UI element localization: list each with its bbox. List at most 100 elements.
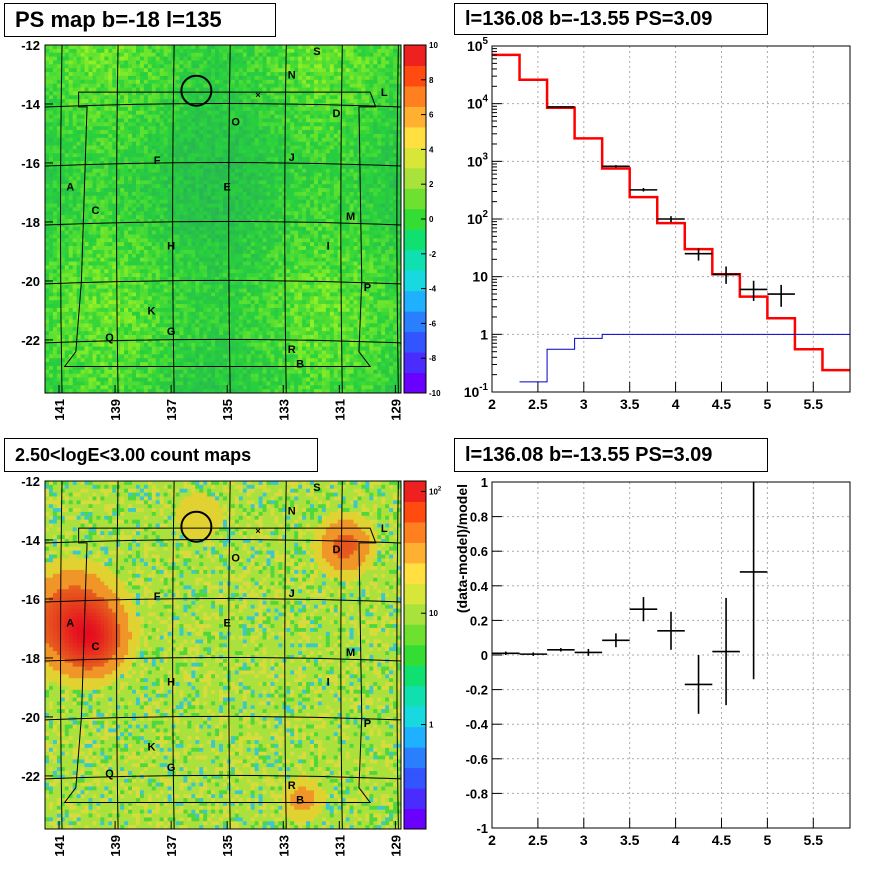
- longitude-line: [340, 44, 343, 394]
- x-tick-label: 129: [388, 399, 403, 421]
- colorbar-tick-label: -2: [429, 250, 437, 259]
- x-tick-label: 2: [488, 396, 496, 412]
- x-tick-label: 131: [332, 835, 347, 857]
- y-tick-label: 0.2: [470, 613, 488, 628]
- longitude-line: [116, 44, 119, 394]
- colorbar-tick-label: -8: [429, 354, 437, 363]
- spectrum-title: l=136.08 b=-13.55 PS=3.09: [454, 3, 768, 35]
- data-point: [739, 280, 768, 301]
- source-label-I: I: [327, 677, 330, 689]
- residual-point: [657, 611, 685, 650]
- colorbar-tick-label: 8: [429, 76, 434, 85]
- y-tick-label: -20: [21, 274, 40, 289]
- source-label-K: K: [148, 741, 156, 753]
- residual-frame: [491, 481, 851, 829]
- source-label-L: L: [381, 523, 388, 535]
- colorbar-segment: [404, 624, 426, 646]
- source-label-J: J: [289, 588, 295, 600]
- colorbar-tick-label: 1: [429, 721, 434, 730]
- source-label-E: E: [224, 618, 231, 630]
- source-circle: [180, 74, 213, 107]
- colorbar-tick-label: 102: [429, 486, 442, 496]
- data-point: [657, 216, 685, 223]
- source-label-A: A: [66, 182, 74, 194]
- colorbar-segment: [404, 188, 426, 210]
- source-label-C: C: [91, 205, 99, 217]
- colorbar-tick-label: -4: [429, 285, 437, 294]
- residual-point: [519, 652, 548, 656]
- residual-point: [492, 651, 520, 655]
- data-point: [712, 266, 740, 284]
- colorbar-segment: [404, 542, 426, 564]
- y-tick-label: 1: [480, 326, 488, 342]
- source-label-E: E: [224, 182, 231, 194]
- colorbar-segment: [404, 583, 426, 605]
- residual-title: l=136.08 b=-13.55 PS=3.09: [454, 438, 768, 472]
- source-cross: ×: [255, 90, 260, 100]
- x-tick-label: 4: [672, 832, 680, 848]
- source-label-R: R: [288, 344, 296, 356]
- source-label-D: D: [333, 544, 341, 556]
- colorbar-segment: [404, 665, 426, 687]
- roi-outline: [63, 91, 377, 367]
- colorbar-segment: [404, 808, 426, 830]
- colorbar-segment: [404, 311, 426, 333]
- colorbar-segment: [404, 45, 426, 66]
- x-tick-label: 139: [108, 399, 123, 421]
- residual-point: [739, 482, 768, 680]
- source-label-B: B: [296, 795, 304, 807]
- y-tick-label: -16: [21, 592, 40, 607]
- source-label-G: G: [167, 762, 176, 774]
- map-frame: [44, 480, 402, 830]
- source-label-M: M: [346, 647, 355, 659]
- longitude-line: [284, 44, 287, 394]
- colorbar-segment: [404, 603, 426, 625]
- source-circle: [180, 510, 213, 543]
- y-tick-label: -0.2: [466, 683, 488, 698]
- y-tick-label: 105: [467, 36, 489, 54]
- y-axis-title: (data-model)/model: [454, 484, 470, 613]
- colorbar-segment: [404, 331, 426, 353]
- source-label-F: F: [154, 591, 161, 603]
- data-point: [602, 165, 630, 168]
- colorbar-frame: [403, 480, 427, 830]
- source-label-O: O: [231, 553, 240, 565]
- y-tick-label: 0.4: [470, 579, 489, 594]
- y-tick-label: 0.6: [470, 544, 488, 559]
- source-label-S: S: [313, 482, 320, 494]
- x-tick-label: 2.5: [528, 396, 548, 412]
- colorbar-segment: [404, 167, 426, 189]
- y-tick-label: -0.8: [466, 786, 488, 801]
- longitude-line: [116, 480, 119, 830]
- map-frame: [44, 44, 402, 394]
- x-tick-label: 4.5: [712, 832, 732, 848]
- colorbar-segment: [404, 747, 426, 769]
- y-tick-label: -16: [21, 156, 40, 171]
- y-tick-label: -1: [476, 821, 488, 836]
- x-tick-label: 135: [220, 399, 235, 421]
- x-tick-label: 4.5: [712, 396, 732, 412]
- longitude-line: [396, 44, 399, 394]
- colorbar-tick-label: 10: [429, 41, 438, 50]
- source-label-H: H: [167, 677, 175, 689]
- longitude-line: [228, 480, 231, 830]
- y-tick-label: -0.6: [466, 752, 488, 767]
- data-point: [684, 248, 713, 261]
- colorbar-segment: [404, 208, 426, 230]
- source-label-Q: Q: [105, 768, 114, 780]
- colorbar-segment: [404, 644, 426, 666]
- latitude-line: [44, 656, 402, 662]
- y-tick-label: -14: [21, 97, 41, 112]
- residual-panel: l=136.08 b=-13.55 PS=3.09 1 0.8 0.6 0.4 0.2 0…: [448, 436, 896, 872]
- colorbar-segment: [404, 521, 426, 543]
- data-point: [629, 187, 658, 192]
- colorbar-segment: [404, 85, 426, 107]
- model-histogram: [492, 53, 850, 372]
- x-tick-label: 129: [388, 835, 403, 857]
- y-tick-label: -12: [21, 474, 40, 489]
- latitude-line: [44, 774, 402, 780]
- longitude-line: [228, 44, 231, 394]
- x-tick-label: 3: [580, 832, 588, 848]
- source-cross: ×: [255, 526, 260, 536]
